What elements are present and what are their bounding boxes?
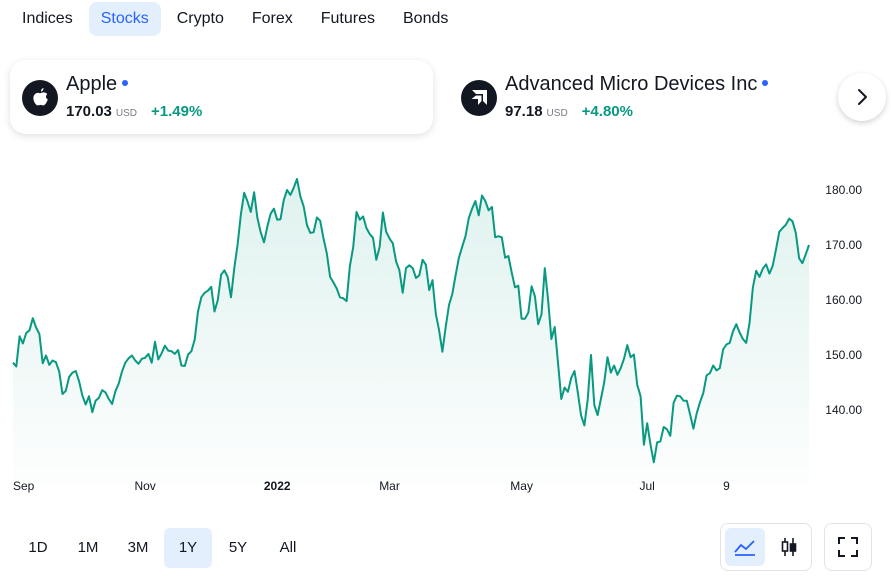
time-range-selector: 1D 1M 3M 1Y 5Y All <box>14 528 312 568</box>
symbol-card-amd[interactable]: Advanced Micro Devices Inc 97.18 USD +4.80… <box>449 60 829 134</box>
tab-futures[interactable]: Futures <box>320 10 375 27</box>
fullscreen-icon <box>838 537 858 557</box>
candlestick-chart-button[interactable] <box>769 528 809 566</box>
amd-logo-icon <box>461 80 497 116</box>
tab-stocks[interactable]: Stocks <box>88 2 161 36</box>
price-chart[interactable]: 180.00 170.00 160.00 150.00 140.00 Sep Nov 202… <box>0 160 891 505</box>
price-line <box>12 178 810 464</box>
x-tick-label: Jul <box>639 479 654 493</box>
symbol-name: Apple <box>66 73 129 96</box>
symbol-price: 170.03 <box>66 103 112 120</box>
fullscreen-button[interactable] <box>824 523 872 571</box>
symbol-change: +1.49% <box>151 103 203 120</box>
range-1y-button[interactable]: 1Y <box>164 528 212 568</box>
tab-crypto[interactable]: Crypto <box>176 10 224 27</box>
y-tick-label: 170.00 <box>825 238 862 252</box>
y-tick-label: 180.00 <box>825 183 862 197</box>
x-tick-label: May <box>510 479 533 493</box>
symbol-currency: USD <box>546 108 568 119</box>
market-category-tabs: Indices Stocks Crypto Forex Futures Bonds <box>10 2 460 36</box>
apple-logo-icon <box>22 80 58 116</box>
symbol-price: 97.18 <box>505 103 543 120</box>
range-1m-button[interactable]: 1M <box>77 539 99 556</box>
y-tick-label: 160.00 <box>825 293 862 307</box>
next-symbols-button[interactable] <box>838 73 886 121</box>
market-status-dot <box>122 80 129 86</box>
range-all-button[interactable]: All <box>279 539 297 556</box>
tab-bonds[interactable]: Bonds <box>403 10 449 27</box>
price-area-fill <box>13 179 809 484</box>
y-tick-label: 150.00 <box>825 348 862 362</box>
market-status-dot <box>762 80 769 86</box>
tab-forex[interactable]: Forex <box>251 10 293 27</box>
symbol-change: +4.80% <box>581 103 633 120</box>
x-tick-label: 2022 <box>264 479 291 493</box>
symbol-currency: USD <box>115 108 138 119</box>
range-1d-button[interactable]: 1D <box>28 539 48 556</box>
range-5y-button[interactable]: 5Y <box>228 539 248 556</box>
tab-indices[interactable]: Indices <box>22 10 73 27</box>
x-tick-label: Nov <box>134 479 155 493</box>
symbol-card-apple[interactable]: Apple 170.03 USD +1.49% <box>10 60 433 134</box>
x-tick-label: 9 <box>723 479 730 493</box>
chevron-right-icon <box>858 89 867 105</box>
symbol-quote: 97.18 USD +4.80% <box>505 103 633 120</box>
symbol-quote: 170.03 USD +1.49% <box>66 103 202 120</box>
symbol-name: Advanced Micro Devices Inc <box>505 73 769 96</box>
chart-type-toggle <box>720 523 812 571</box>
candlestick-chart-icon <box>781 538 797 556</box>
area-chart-button[interactable] <box>725 528 765 566</box>
x-tick-label: Sep <box>13 479 35 493</box>
range-3m-button[interactable]: 3M <box>127 539 149 556</box>
y-tick-label: 140.00 <box>825 403 862 417</box>
x-tick-label: Mar <box>379 479 400 493</box>
area-chart-icon <box>734 540 755 556</box>
